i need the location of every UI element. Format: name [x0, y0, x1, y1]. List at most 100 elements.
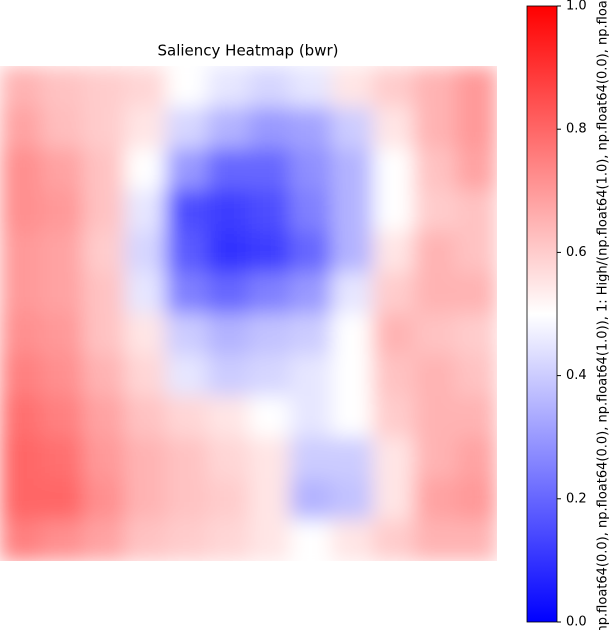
heatmap-cell: [82, 148, 125, 191]
heatmap-cell: [41, 272, 84, 314]
heatmap-cell: [165, 313, 208, 356]
heatmap-cell: [0, 354, 42, 397]
heatmap-cell: [331, 437, 374, 479]
heatmap-cell: [414, 272, 457, 314]
heatmap-cell: [331, 396, 374, 438]
heatmap-cell: [331, 107, 374, 149]
heatmap-cell: [82, 437, 125, 479]
heatmap-cell: [207, 478, 249, 521]
heatmap-cell: [372, 478, 415, 521]
heatmap-cell: [248, 396, 291, 438]
heatmap-cell: [207, 66, 249, 108]
heatmap-cell: [414, 354, 457, 397]
heatmap-cell: [331, 148, 374, 191]
heatmap-cell: [289, 354, 332, 397]
heatmap-cell: [41, 519, 84, 561]
heatmap-cell: [165, 437, 208, 479]
heatmap-cell: [248, 66, 291, 108]
heatmap-cell: [372, 107, 415, 149]
heatmap-cell: [455, 148, 497, 191]
heatmap-cell: [331, 66, 374, 108]
heatmap-cell: [248, 231, 291, 273]
heatmap-cell: [0, 107, 42, 149]
heatmap-cell: [82, 272, 125, 314]
heatmap-cell: [248, 519, 291, 561]
heatmap-cell: [207, 313, 249, 356]
heatmap-cell: [207, 272, 249, 314]
heatmap-cell: [41, 231, 84, 273]
colorbar-tick-label: 0.2: [566, 491, 587, 506]
heatmap-cell: [41, 189, 84, 232]
heatmap-cell: [41, 478, 84, 521]
heatmap-cell: [124, 354, 167, 397]
colorbar-label: 0: Low/(np.float64(0.0), np.float64(0.0)…: [596, 0, 609, 630]
heatmap-cell: [414, 313, 457, 356]
heatmap-cells: [0, 66, 497, 561]
heatmap-cell: [207, 148, 249, 191]
heatmap-cell: [165, 478, 208, 521]
heatmap-cell: [455, 107, 497, 149]
colorbar-tick-label: 0.8: [566, 122, 587, 137]
heatmap-cell: [124, 189, 167, 232]
heatmap-cell: [455, 478, 497, 521]
heatmap-cell: [372, 313, 415, 356]
heatmap-cell: [0, 396, 42, 438]
heatmap-cell: [248, 313, 291, 356]
heatmap-cell: [41, 437, 84, 479]
heatmap-cell: [207, 107, 249, 149]
heatmap-cell: [289, 107, 332, 149]
heatmap-cell: [248, 189, 291, 232]
heatmap-cell: [372, 66, 415, 108]
heatmap-cell: [414, 437, 457, 479]
heatmap-cell: [124, 148, 167, 191]
heatmap-cell: [0, 519, 42, 561]
heatmap-cell: [289, 313, 332, 356]
heatmap-cell: [165, 354, 208, 397]
heatmap-cell: [0, 272, 42, 314]
heatmap-cell: [124, 231, 167, 273]
heatmap-cell: [289, 478, 332, 521]
heatmap-cell: [0, 66, 42, 108]
heatmap-cell: [124, 272, 167, 314]
heatmap-cell: [41, 396, 84, 438]
heatmap-cell: [207, 231, 249, 273]
heatmap-cell: [82, 231, 125, 273]
heatmap-cell: [165, 148, 208, 191]
heatmap-cell: [372, 354, 415, 397]
heatmap-cell: [207, 519, 249, 561]
heatmap-cell: [289, 148, 332, 191]
heatmap-cell: [0, 148, 42, 191]
heatmap-cell: [372, 272, 415, 314]
heatmap-cell: [289, 66, 332, 108]
chart-title: Saliency Heatmap (bwr): [157, 42, 338, 60]
heatmap-cell: [248, 354, 291, 397]
colorbar-ticks: 0.0 0.2 0.4 0.6 0.8 1.0: [557, 0, 587, 630]
heatmap-cell: [372, 519, 415, 561]
colorbar-tick-label: 0.4: [566, 368, 587, 383]
heatmap-cell: [124, 396, 167, 438]
heatmap-cell: [414, 189, 457, 232]
heatmap-cell: [455, 189, 497, 232]
heatmap-cell: [455, 396, 497, 438]
heatmap-cell: [82, 313, 125, 356]
heatmap-cell: [455, 272, 497, 314]
colorbar-tick-label: 0.0: [566, 615, 587, 630]
heatmap-cell: [82, 396, 125, 438]
heatmap-cell: [414, 107, 457, 149]
heatmap-cell: [289, 231, 332, 273]
heatmap-cell: [41, 148, 84, 191]
heatmap-cell: [248, 437, 291, 479]
heatmap-cell: [331, 272, 374, 314]
heatmap-cell: [455, 354, 497, 397]
heatmap-cell: [414, 148, 457, 191]
heatmap-cell: [165, 396, 208, 438]
heatmap-cell: [41, 354, 84, 397]
heatmap-cell: [289, 189, 332, 232]
heatmap-cell: [0, 313, 42, 356]
heatmap-cell: [414, 66, 457, 108]
heatmap-cell: [124, 519, 167, 561]
heatmap-cell: [331, 189, 374, 232]
heatmap-cell: [372, 396, 415, 438]
heatmap-cell: [0, 189, 42, 232]
